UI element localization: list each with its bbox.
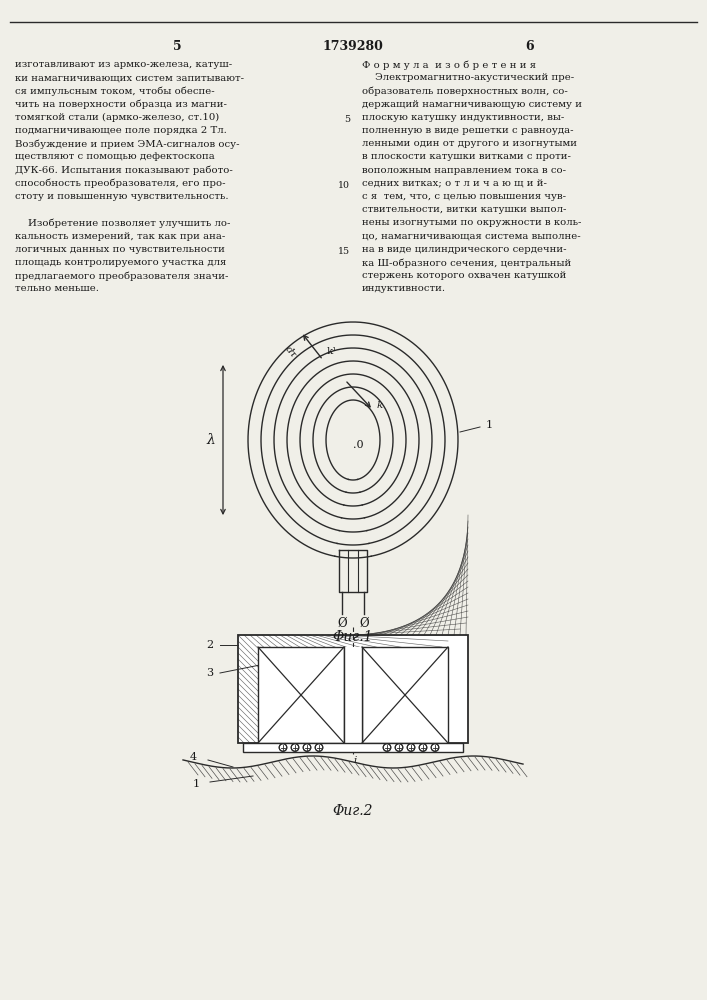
- Text: k: k: [377, 401, 383, 410]
- Text: чить на поверхности образца из магни-: чить на поверхности образца из магни-: [15, 100, 227, 109]
- Text: Φиг.1: Φиг.1: [333, 630, 373, 644]
- Text: кальность измерений, так как при ана-: кальность измерений, так как при ана-: [15, 232, 226, 241]
- Text: Изобретение позволяет улучшить ло-: Изобретение позволяет улучшить ло-: [15, 218, 230, 228]
- Text: ки намагничивающих систем запитывают-: ки намагничивающих систем запитывают-: [15, 73, 244, 82]
- Text: Ф о р м у л а  и з о б р е т е н и я: Ф о р м у л а и з о б р е т е н и я: [362, 60, 536, 70]
- Text: образователь поверхностных волн, со-: образователь поверхностных волн, со-: [362, 86, 568, 96]
- Circle shape: [395, 744, 403, 751]
- Text: с я  тем, что, с целью повышения чув-: с я тем, что, с целью повышения чув-: [362, 192, 566, 201]
- Text: Электромагнитно-акустический пре-: Электромагнитно-акустический пре-: [362, 73, 574, 82]
- Text: цо, намагничивающая система выполне-: цо, намагничивающая система выполне-: [362, 232, 580, 241]
- Text: индуктивности.: индуктивности.: [362, 284, 446, 293]
- Text: ся импульсным током, чтобы обеспе-: ся импульсным током, чтобы обеспе-: [15, 86, 215, 96]
- Text: λ: λ: [206, 433, 215, 447]
- Text: нены изогнутыми по окружности в коль-: нены изогнутыми по окружности в коль-: [362, 218, 581, 227]
- Text: плоскую катушку индуктивности, вы-: плоскую катушку индуктивности, вы-: [362, 113, 564, 122]
- Text: 2: 2: [206, 640, 214, 650]
- Text: Ø: Ø: [359, 617, 369, 630]
- Bar: [344, 647, 362, 743]
- Text: подмагничивающее поле порядка 2 Тл.: подмагничивающее поле порядка 2 Тл.: [15, 126, 227, 135]
- Text: стержень которого охвачен катушкой: стержень которого охвачен катушкой: [362, 271, 566, 280]
- Text: способность преобразователя, его про-: способность преобразователя, его про-: [15, 179, 226, 188]
- Circle shape: [407, 744, 415, 751]
- Text: ществляют с помощью дефектоскопа: ществляют с помощью дефектоскопа: [15, 152, 215, 161]
- Text: воположным направлением тока в со-: воположным направлением тока в со-: [362, 166, 566, 175]
- Text: логичных данных по чувствительности: логичных данных по чувствительности: [15, 245, 225, 254]
- Circle shape: [383, 744, 391, 751]
- Text: ленными один от другого и изогнутыми: ленными один от другого и изогнутыми: [362, 139, 577, 148]
- Circle shape: [303, 744, 311, 751]
- Text: в плоскости катушки витками с проти-: в плоскости катушки витками с проти-: [362, 152, 571, 161]
- Circle shape: [279, 744, 287, 751]
- Text: dτ: dτ: [284, 344, 298, 360]
- Text: 10: 10: [338, 181, 350, 190]
- Text: 6: 6: [526, 40, 534, 53]
- Text: .0: .0: [353, 440, 363, 450]
- Text: 1739280: 1739280: [322, 40, 383, 53]
- Bar: [362, 647, 448, 743]
- Bar: [243, 743, 463, 752]
- Text: ДУК-66. Испытания показывают работо-: ДУК-66. Испытания показывают работо-: [15, 166, 233, 175]
- Text: 15: 15: [338, 247, 350, 256]
- Text: держащий намагничивающую систему и: держащий намагничивающую систему и: [362, 100, 582, 109]
- Circle shape: [315, 744, 323, 751]
- Bar: [258, 647, 344, 743]
- Text: полненную в виде решетки с равноуда-: полненную в виде решетки с равноуда-: [362, 126, 573, 135]
- Text: 3: 3: [206, 668, 214, 678]
- Text: Возбуждение и прием ЭМА-сигналов осу-: Возбуждение и прием ЭМА-сигналов осу-: [15, 139, 240, 149]
- Text: Φиг.2: Φиг.2: [333, 804, 373, 818]
- Text: тельно меньше.: тельно меньше.: [15, 284, 99, 293]
- Circle shape: [291, 744, 299, 751]
- Text: i: i: [354, 756, 357, 765]
- Text: 1: 1: [486, 420, 493, 430]
- Text: Ø: Ø: [337, 617, 347, 630]
- Bar: [238, 635, 468, 743]
- Text: седних витках; о т л и ч а ю щ и й-: седних витках; о т л и ч а ю щ и й-: [362, 179, 547, 188]
- Text: на в виде цилиндрического сердечни-: на в виде цилиндрического сердечни-: [362, 245, 566, 254]
- Text: k¹: k¹: [327, 348, 337, 357]
- Text: ствительности, витки катушки выпол-: ствительности, витки катушки выпол-: [362, 205, 566, 214]
- Text: 4: 4: [189, 752, 197, 762]
- Text: стоту и повышенную чувствительность.: стоту и повышенную чувствительность.: [15, 192, 228, 201]
- Text: изготавливают из армко-железа, катуш-: изготавливают из армко-железа, катуш-: [15, 60, 232, 69]
- Text: 5: 5: [344, 115, 350, 124]
- Text: 5: 5: [173, 40, 181, 53]
- Text: предлагаемого преобразователя значи-: предлагаемого преобразователя значи-: [15, 271, 228, 281]
- Circle shape: [419, 744, 427, 751]
- Text: 1: 1: [192, 779, 199, 789]
- Circle shape: [431, 744, 439, 751]
- Text: площадь контролируемого участка для: площадь контролируемого участка для: [15, 258, 226, 267]
- Text: томягкой стали (армко-железо, ст.10): томягкой стали (армко-железо, ст.10): [15, 113, 219, 122]
- Text: ка Ш-образного сечения, центральный: ка Ш-образного сечения, центральный: [362, 258, 571, 267]
